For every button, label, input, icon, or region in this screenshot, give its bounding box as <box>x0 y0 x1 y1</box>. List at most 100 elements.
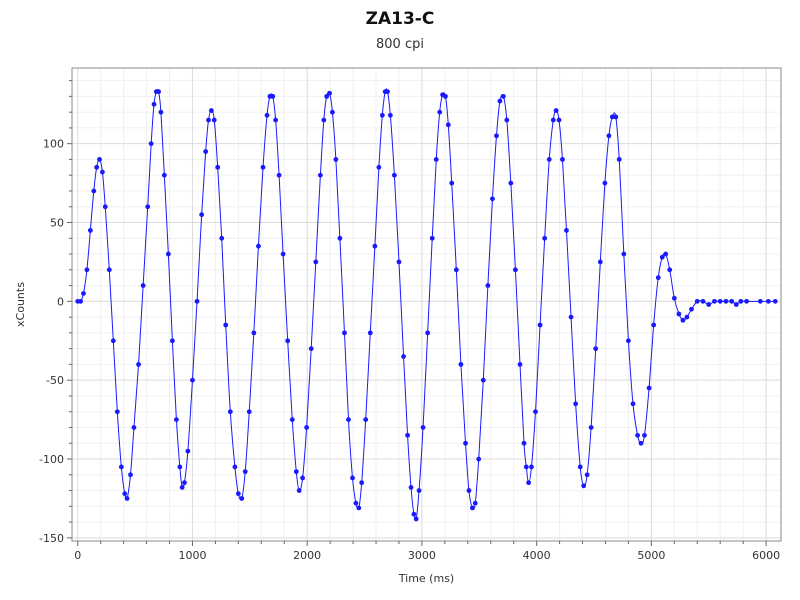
data-point <box>131 425 137 430</box>
data-point <box>194 298 200 304</box>
data-point <box>651 322 657 328</box>
x-axis-label: Time (ms) <box>398 572 454 585</box>
data-point <box>480 377 486 383</box>
data-point <box>246 409 252 415</box>
data-point <box>706 302 712 307</box>
data-point <box>161 172 167 178</box>
data-point <box>273 117 279 123</box>
data-point <box>156 89 162 95</box>
data-point <box>124 496 130 501</box>
data-point <box>122 491 128 497</box>
data-point <box>91 188 97 194</box>
data-point <box>242 469 248 475</box>
data-point <box>738 298 744 304</box>
data-point <box>270 93 276 99</box>
data-point <box>733 302 739 307</box>
data-point <box>443 93 448 99</box>
data-point <box>208 108 214 113</box>
data-point <box>680 317 686 323</box>
data-point <box>458 362 464 367</box>
y-axis-label: xCounts <box>14 282 27 327</box>
data-point <box>396 259 402 265</box>
data-point <box>106 267 112 273</box>
data-point <box>616 157 622 162</box>
data-point <box>646 385 652 391</box>
tick-labels: 0 1000 2000 3000 4000 5000 6000 -150 -100 -50 0 50 1… <box>39 138 780 562</box>
data-point <box>169 338 175 344</box>
data-point <box>304 425 310 430</box>
data-point <box>333 157 339 162</box>
data-point <box>757 298 763 304</box>
data-point <box>379 112 385 118</box>
data-point <box>513 267 518 273</box>
data-point <box>420 425 426 430</box>
data-point <box>179 484 185 490</box>
data-point <box>405 432 410 438</box>
data-point <box>118 464 124 470</box>
data-point <box>676 311 682 317</box>
y-tick-label: -150 <box>39 532 64 545</box>
data-point <box>87 227 93 233</box>
data-point <box>663 251 669 257</box>
data-point <box>437 109 443 115</box>
data-point <box>694 298 700 304</box>
data-point <box>337 235 343 241</box>
data-point <box>508 180 514 186</box>
data-point <box>173 417 179 422</box>
data-point <box>556 117 562 123</box>
data-point <box>78 298 84 304</box>
x-tick-label: 3000 <box>408 549 436 562</box>
data-point <box>359 480 365 486</box>
x-tick-label: 5000 <box>637 549 665 562</box>
data-point <box>324 93 330 99</box>
data-point <box>296 488 302 493</box>
x-tick-label: 2000 <box>293 549 321 562</box>
data-point <box>376 164 382 170</box>
data-point <box>606 133 612 139</box>
data-point <box>114 409 120 415</box>
data-point <box>408 484 414 490</box>
data-point <box>102 204 108 210</box>
data-point <box>729 298 735 304</box>
data-point <box>251 330 257 336</box>
data-point <box>260 164 266 170</box>
data-series <box>75 88 778 522</box>
data-point <box>667 267 673 273</box>
data-point <box>626 338 631 344</box>
data-point <box>346 417 351 422</box>
data-point <box>655 275 661 281</box>
data-point <box>700 298 706 304</box>
series-line <box>77 88 776 522</box>
data-point <box>413 516 419 522</box>
data-point <box>472 500 478 506</box>
data-point <box>573 401 579 407</box>
data-point <box>553 108 559 113</box>
data-point <box>140 283 146 288</box>
x-tick-label: 4000 <box>523 549 551 562</box>
data-point <box>504 117 510 123</box>
data-point <box>100 169 105 175</box>
data-point <box>577 464 583 470</box>
data-point <box>642 432 647 438</box>
data-point <box>638 440 644 446</box>
data-point <box>433 157 439 162</box>
data-point <box>97 157 102 162</box>
data-point <box>529 464 534 470</box>
data-point <box>463 440 468 446</box>
data-point <box>533 409 538 415</box>
data-point <box>313 259 319 265</box>
data-point <box>593 346 599 352</box>
data-point <box>211 117 217 123</box>
data-point <box>469 505 475 511</box>
data-point <box>546 157 552 162</box>
data-point <box>239 496 245 501</box>
data-point <box>453 267 459 273</box>
data-point <box>635 432 640 438</box>
data-point <box>630 401 636 407</box>
data-point <box>235 491 241 497</box>
data-point <box>308 346 314 352</box>
data-point <box>94 164 100 170</box>
data-point <box>199 212 205 218</box>
data-point <box>327 90 332 96</box>
